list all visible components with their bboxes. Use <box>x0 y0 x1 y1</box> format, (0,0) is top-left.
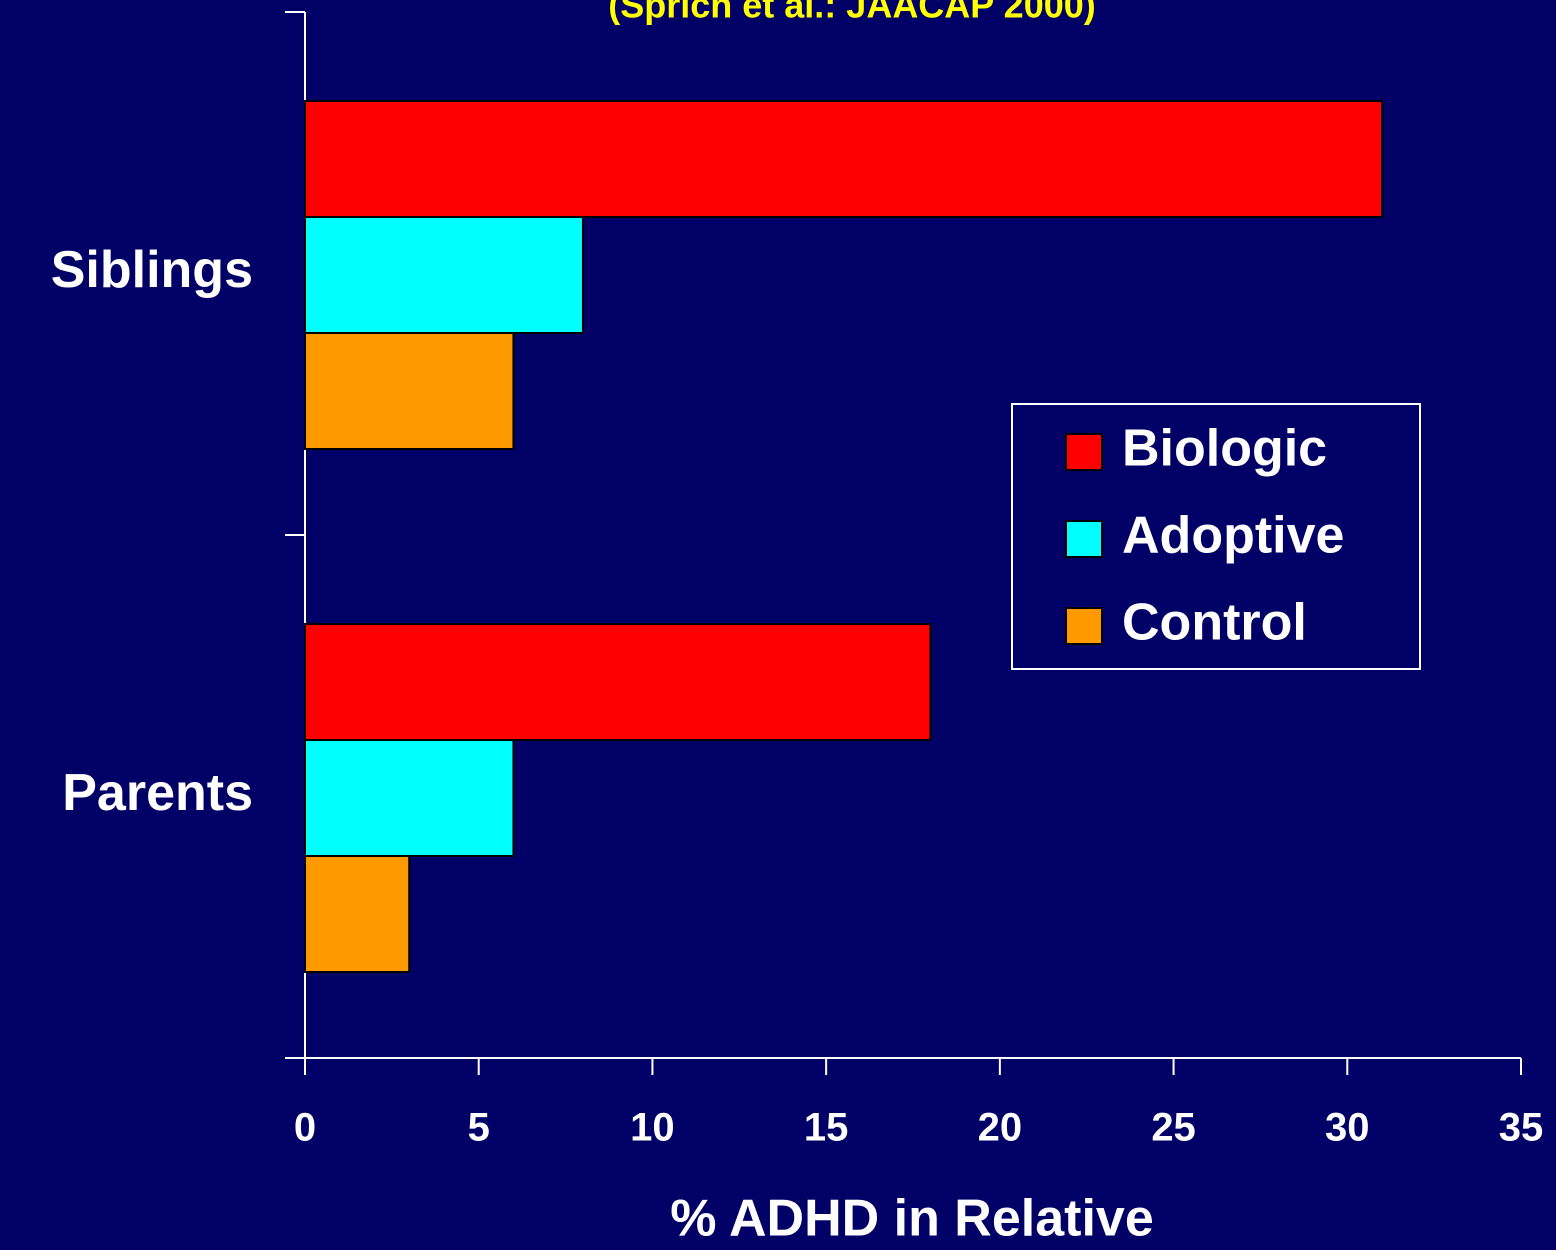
x-tick-label: 10 <box>630 1106 675 1150</box>
x-tick-label: 30 <box>1325 1106 1370 1150</box>
bar <box>304 623 932 741</box>
bar <box>304 739 515 857</box>
x-tick-label: 5 <box>468 1106 490 1150</box>
legend-box <box>1011 403 1421 670</box>
bar <box>304 100 1384 218</box>
y-tick-label: Siblings <box>51 241 253 299</box>
legend-label: Biologic <box>1122 420 1327 478</box>
y-tick-label: Parents <box>62 764 253 822</box>
x-tick-label: 20 <box>978 1106 1023 1150</box>
bar <box>304 855 411 973</box>
chart-title: (Sprich et al.: JAACAP 2000) <box>608 0 1096 26</box>
legend-label: Adoptive <box>1122 507 1344 565</box>
legend-swatch <box>1065 433 1103 471</box>
x-tick-label: 15 <box>804 1106 849 1150</box>
legend-swatch <box>1065 520 1103 558</box>
x-axis-label: % ADHD in Relative <box>670 1190 1154 1248</box>
bar <box>304 332 515 450</box>
x-tick-label: 25 <box>1151 1106 1196 1150</box>
legend-swatch <box>1065 607 1103 645</box>
x-tick-label: 0 <box>294 1106 316 1150</box>
legend-label: Control <box>1122 594 1307 652</box>
x-tick-label: 35 <box>1499 1106 1544 1150</box>
bar <box>304 216 584 334</box>
